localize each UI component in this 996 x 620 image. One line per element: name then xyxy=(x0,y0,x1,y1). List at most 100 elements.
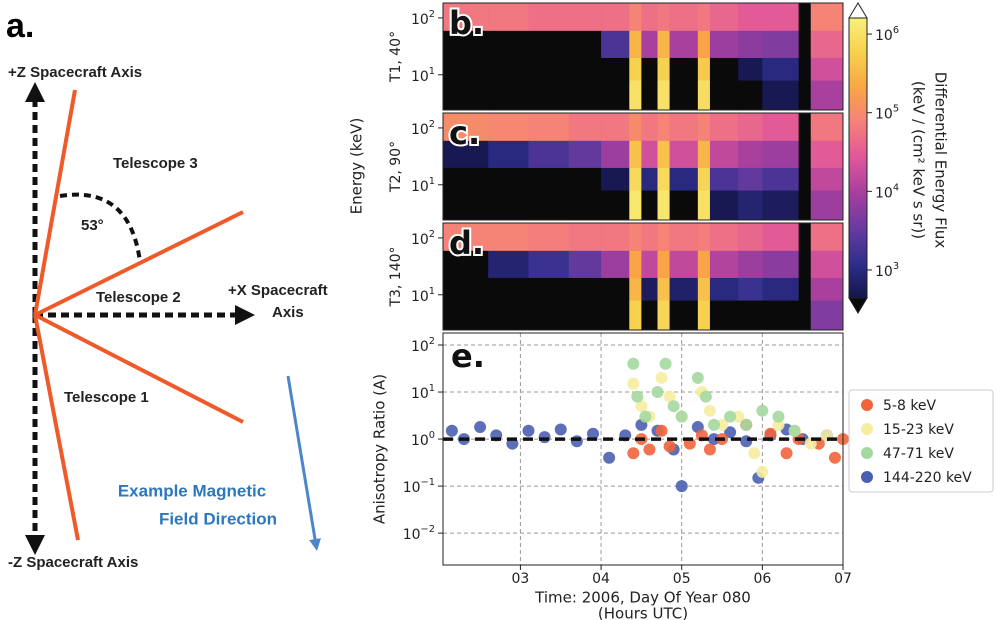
x-axis-label: Axis xyxy=(272,304,304,321)
y-tick-label: 101 xyxy=(411,286,435,305)
heatmap-cell xyxy=(669,250,699,278)
heatmap-cell xyxy=(669,167,699,191)
heatmap-cell xyxy=(709,250,739,278)
heatmap-cell xyxy=(488,167,529,191)
heatmap-cell xyxy=(568,140,602,168)
heatmap-cell xyxy=(528,250,570,278)
heatmap-cell xyxy=(657,167,670,191)
heatmap-cell xyxy=(738,250,763,278)
heatmap-cell xyxy=(568,300,602,331)
heatmap-cell xyxy=(669,277,699,301)
heatmap-cell xyxy=(601,140,630,168)
scatter-point xyxy=(474,421,487,434)
heatmap-cell xyxy=(443,80,489,111)
heatmap-cell xyxy=(709,167,739,191)
heatmap-cell xyxy=(528,80,570,111)
tick-base: 10 xyxy=(411,12,429,28)
legend-label: 47-71 keV xyxy=(883,446,954,462)
x-tick-label: 03 xyxy=(512,571,530,587)
heatmap-cell xyxy=(488,80,529,111)
scatter-point xyxy=(748,447,761,460)
y-tick-label: 10−1 xyxy=(403,477,435,496)
heatmap-cell xyxy=(810,30,844,58)
heatmap-cell xyxy=(697,3,711,31)
heatmap-cell xyxy=(443,30,489,58)
heatmap-cell xyxy=(697,113,711,141)
heatmap-cell xyxy=(669,223,699,251)
heatmap-cell xyxy=(738,190,763,221)
scatter-point xyxy=(707,418,720,431)
heatmap-cell xyxy=(697,223,711,251)
y-axis-label: T1, 40° xyxy=(388,31,404,83)
heatmap-cell xyxy=(709,277,739,301)
heatmap-cell xyxy=(762,277,799,301)
heatmap-cell xyxy=(709,140,739,168)
heatmap-cell xyxy=(629,57,642,81)
telescope-line xyxy=(33,314,80,541)
tick-power: 3 xyxy=(893,261,899,272)
scatter-point xyxy=(703,443,716,456)
heatmap-cell xyxy=(762,57,799,81)
heatmap-cell xyxy=(669,57,699,81)
colorbar-title: Differential Energy Flux xyxy=(932,72,950,249)
heatmap-cell xyxy=(528,300,570,331)
tick-base: 03 xyxy=(512,571,530,587)
scatter-point xyxy=(627,377,640,390)
y-tick-label: 101 xyxy=(411,176,435,195)
scatter-point xyxy=(780,447,793,460)
scatter-point xyxy=(675,480,688,493)
heatmap-cell xyxy=(601,277,630,301)
tick-base: 10 xyxy=(875,107,893,123)
heatmap-cell xyxy=(488,223,529,251)
telescope-label: Telescope 2 xyxy=(96,289,181,306)
y-tick-label: 101 xyxy=(411,66,435,85)
telescope-line xyxy=(34,210,244,317)
colorbar-tick-label: 103 xyxy=(875,261,899,280)
colorbar-tick-label: 106 xyxy=(875,25,899,44)
heatmap-cell xyxy=(641,223,658,251)
heatmap-cell xyxy=(669,30,699,58)
heatmap-cell xyxy=(697,140,711,168)
heatmap-cell xyxy=(762,30,799,58)
colorbar-over xyxy=(848,2,868,19)
heatmap-cell xyxy=(488,140,529,168)
legend-label: 15-23 keV xyxy=(883,422,954,438)
legend-label: 5-8 keV xyxy=(883,398,937,414)
tick-power: 2 xyxy=(429,229,435,240)
scatter-point xyxy=(522,424,535,437)
heatmap-cell xyxy=(528,223,570,251)
tick-power: −2 xyxy=(421,524,435,535)
scatter-point xyxy=(675,410,688,423)
heatmap-cell xyxy=(641,30,658,58)
x-axis-label: (Hours UTC) xyxy=(598,605,688,620)
heatmap-cell xyxy=(629,277,642,301)
heatmap-cell xyxy=(798,190,812,221)
heatmap-cell xyxy=(568,250,602,278)
y-tick-label: 102 xyxy=(411,9,435,28)
scatter-point xyxy=(655,371,668,384)
heatmap-cell xyxy=(810,277,844,301)
heatmap-cell xyxy=(568,113,602,141)
heatmap-cell xyxy=(709,80,739,111)
heatmap-cell xyxy=(810,113,844,141)
heatmap-cell xyxy=(641,250,658,278)
heatmap-cell xyxy=(738,140,763,168)
heatmap-cell xyxy=(641,113,658,141)
heatmap-cell xyxy=(798,250,812,278)
y-axis-label: T2, 90° xyxy=(388,141,404,193)
plot-frame xyxy=(442,222,844,331)
telescope-line xyxy=(34,313,244,424)
tick-base: 10 xyxy=(411,122,429,138)
scatter-point xyxy=(663,390,676,403)
scatter-point xyxy=(756,404,769,417)
heatmap-cell xyxy=(697,190,711,221)
heatmap-cell xyxy=(601,190,630,221)
colorbar-tick-label: 104 xyxy=(875,182,899,201)
energy-label: Energy (keV) xyxy=(348,118,366,215)
legend-label: 144-220 keV xyxy=(883,470,972,486)
heatmap-cell xyxy=(443,300,489,331)
y-tick-label: 10−2 xyxy=(403,524,435,543)
heatmap-cell xyxy=(568,3,602,31)
heatmap-cell xyxy=(669,80,699,111)
scatter-point xyxy=(764,427,777,440)
